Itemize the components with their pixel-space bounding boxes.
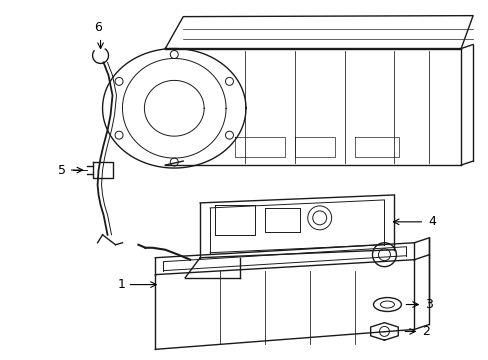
Text: 5: 5 <box>58 163 65 176</box>
Text: 2: 2 <box>422 325 429 338</box>
Text: 4: 4 <box>427 215 435 228</box>
Text: 1: 1 <box>117 278 125 291</box>
Text: 6: 6 <box>93 21 102 33</box>
Text: 3: 3 <box>425 298 432 311</box>
